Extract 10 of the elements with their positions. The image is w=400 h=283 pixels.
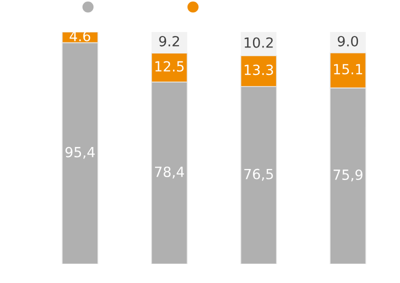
data-label: 12.5 bbox=[155, 61, 184, 72]
data-label: 13.3 bbox=[244, 64, 273, 76]
data-label: 76,5 bbox=[244, 168, 273, 181]
data-label: 95,4 bbox=[65, 146, 95, 159]
data-label: 9.0 bbox=[338, 36, 358, 46]
data-label: 78,4 bbox=[155, 166, 184, 179]
data-label: 10.2 bbox=[244, 37, 273, 48]
data-label: 15.1 bbox=[334, 64, 362, 74]
data-label: 75,9 bbox=[334, 169, 362, 182]
data-label: 9.2 bbox=[159, 36, 180, 46]
